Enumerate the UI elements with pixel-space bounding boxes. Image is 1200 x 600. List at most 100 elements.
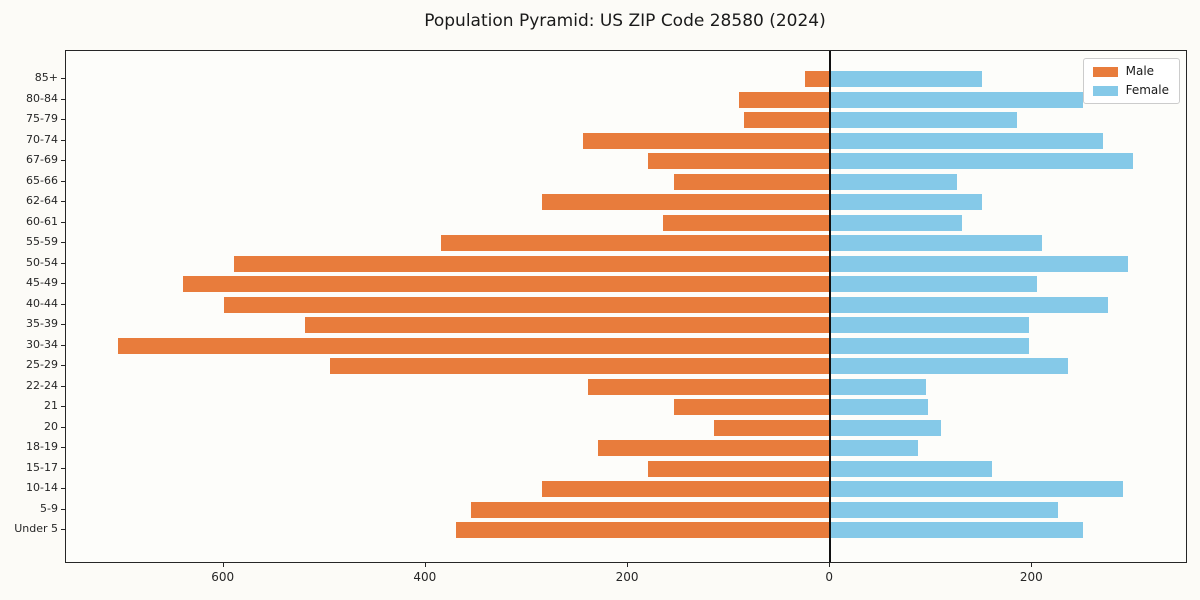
bar-male-10-14	[542, 481, 831, 497]
bar-female-35-39	[830, 317, 1030, 333]
bar-female-80-84	[830, 91, 1083, 108]
y-tick-mark-65-66	[61, 180, 65, 182]
y-tick-mark-85+	[61, 78, 65, 79]
x-tick-mark-0	[222, 563, 224, 567]
y-tick-mark-40-44	[61, 303, 65, 305]
y-tick-label-5-9: 5-9	[40, 501, 58, 515]
bar-male-65-66	[673, 173, 831, 190]
chart-title: Population Pyramid: US ZIP Code 28580 (2…	[424, 11, 826, 31]
bar-male-30-34	[117, 337, 831, 354]
y-tick-mark-75-79	[61, 119, 65, 120]
bar-male-15-17	[648, 460, 831, 477]
y-tick-label-18-19: 18-19	[26, 440, 58, 453]
female-swatch-icon	[1092, 85, 1118, 96]
legend-female-label: Female	[1125, 83, 1169, 97]
y-tick-mark-30-34	[61, 344, 65, 346]
bar-male-45-49	[183, 276, 831, 292]
y-tick-label-67-69: 67-69	[26, 153, 58, 166]
y-tick-label-80-84: 80-84	[26, 91, 58, 105]
y-tick-mark-20	[61, 426, 65, 428]
x-tick-label-3: 0	[825, 570, 833, 584]
y-tick-mark-50-54	[61, 262, 65, 264]
x-tick-label-4: 200	[1019, 570, 1043, 584]
y-tick-mark-67-69	[61, 160, 65, 161]
y-tick-label-20: 20	[44, 419, 58, 433]
legend-item-male: Male	[1092, 64, 1169, 78]
y-tick-mark-62-64	[61, 201, 65, 202]
bar-female-85+	[830, 71, 982, 87]
y-tick-label-65-66: 65-66	[26, 173, 58, 187]
bar-male-67-69	[648, 153, 831, 169]
bar-male-25-29	[329, 358, 831, 374]
bar-female-62-64	[830, 194, 982, 210]
bar-female-25-29	[830, 358, 1068, 374]
y-tick-label-22-24: 22-24	[26, 378, 58, 392]
x-tick-label-1: 400	[413, 570, 437, 584]
bar-male-55-59	[441, 235, 831, 251]
x-tick-mark-3	[829, 563, 831, 567]
y-tick-mark-35-39	[61, 324, 65, 325]
bar-male-80-84	[739, 91, 831, 108]
y-tick-mark-15-17	[61, 467, 65, 469]
y-tick-mark-25-29	[61, 365, 65, 366]
zero-axis-line	[829, 51, 832, 562]
bar-female-5-9	[830, 501, 1058, 518]
y-tick-mark-60-61	[61, 221, 65, 223]
legend-item-female: Female	[1092, 83, 1169, 97]
bar-male-60-61	[663, 214, 831, 231]
bar-male-75-79	[744, 112, 831, 128]
y-tick-label-75-79: 75-79	[26, 112, 58, 125]
bar-female-Under 5	[830, 522, 1083, 538]
y-tick-label-70-74: 70-74	[26, 132, 58, 146]
y-tick-label-60-61: 60-61	[26, 214, 58, 228]
x-tick-label-2: 200	[615, 570, 639, 584]
y-tick-label-21: 21	[44, 399, 58, 412]
y-tick-label-45-49: 45-49	[26, 276, 58, 289]
y-tick-label-15-17: 15-17	[26, 460, 58, 474]
bar-male-70-74	[582, 132, 831, 149]
bar-male-22-24	[587, 378, 831, 395]
bar-female-50-54	[830, 255, 1129, 272]
male-swatch-icon	[1092, 66, 1118, 77]
bar-female-30-34	[830, 337, 1030, 354]
y-tick-mark-18-19	[61, 447, 65, 448]
bar-male-35-39	[304, 317, 831, 333]
bar-female-22-24	[830, 378, 927, 395]
x-tick-mark-2	[627, 563, 629, 567]
bar-female-60-61	[830, 214, 962, 231]
y-tick-label-40-44: 40-44	[26, 296, 58, 310]
bar-male-5-9	[471, 501, 831, 518]
bar-male-85+	[804, 71, 831, 87]
y-tick-mark-10-14	[61, 488, 65, 489]
x-tick-mark-1	[424, 563, 426, 567]
legend: Male Female	[1082, 58, 1180, 104]
x-tick-mark-4	[1031, 563, 1033, 567]
y-tick-label-50-54: 50-54	[26, 255, 58, 269]
y-tick-mark-45-49	[61, 283, 65, 284]
x-tick-label-0: 600	[211, 570, 235, 584]
y-tick-label-25-29: 25-29	[26, 358, 58, 371]
bar-female-67-69	[830, 153, 1134, 169]
y-tick-mark-22-24	[61, 385, 65, 387]
bar-female-10-14	[830, 481, 1124, 497]
y-tick-label-30-34: 30-34	[26, 337, 58, 351]
bar-female-15-17	[830, 460, 992, 477]
y-tick-mark-80-84	[61, 98, 65, 100]
bar-female-20	[830, 419, 942, 436]
y-tick-label-Under 5: Under 5	[14, 522, 58, 535]
y-tick-label-62-64: 62-64	[26, 194, 58, 207]
bar-female-70-74	[830, 132, 1104, 149]
y-tick-mark-55-59	[61, 242, 65, 243]
y-tick-mark-5-9	[61, 508, 65, 510]
y-tick-label-10-14: 10-14	[26, 481, 58, 494]
bar-male-21	[673, 399, 831, 415]
bar-female-18-19	[830, 440, 919, 456]
bar-male-50-54	[233, 255, 831, 272]
bar-female-21	[830, 399, 929, 415]
bar-female-40-44	[830, 296, 1109, 313]
y-tick-label-35-39: 35-39	[26, 317, 58, 330]
y-tick-mark-Under 5	[61, 529, 65, 530]
legend-male-label: Male	[1125, 64, 1155, 78]
plot-area: Male Female	[65, 50, 1187, 563]
bar-female-55-59	[830, 235, 1043, 251]
